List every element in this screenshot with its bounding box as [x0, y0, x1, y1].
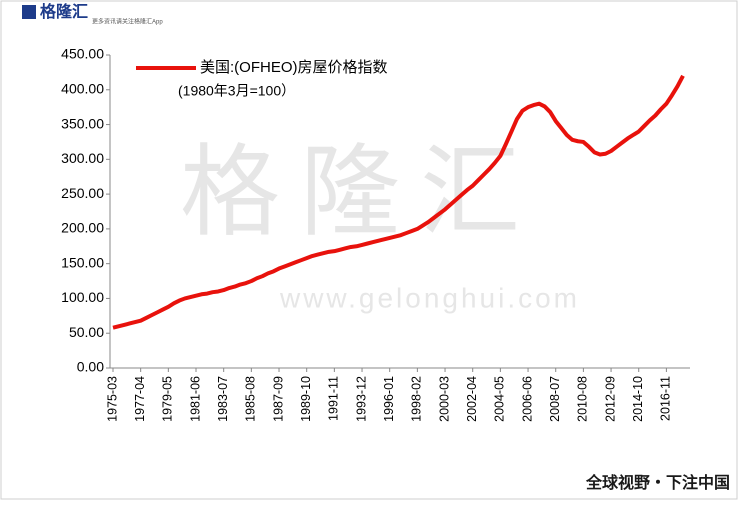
annotation: (1980年3月=100） — [178, 83, 295, 99]
series-line — [112, 74, 685, 330]
x-tick-label: 1989-10 — [299, 376, 313, 422]
x-tick-label: 2008-07 — [548, 376, 562, 422]
logo-icon — [22, 5, 36, 19]
x-tick-label: 1975-03 — [105, 376, 119, 422]
x-tick-label: 2010-08 — [576, 376, 590, 422]
x-tick-label: 2016-11 — [659, 376, 673, 421]
x-tick-label: 2000-03 — [437, 376, 451, 422]
logo-sub: 更多资讯请关注格隆汇App — [92, 18, 163, 26]
y-tick-label: 400.00 — [61, 80, 104, 96]
y-tick-label: 350.00 — [61, 115, 104, 131]
x-tick-label: 2006-06 — [520, 376, 534, 422]
y-tick-label: 150.00 — [61, 254, 104, 270]
x-tick-label: 2004-05 — [493, 376, 507, 422]
x-tick-label: 1981-06 — [188, 376, 202, 422]
watermark-url: www.gelonghui.com — [279, 282, 580, 313]
x-tick-label: 2012-09 — [603, 376, 617, 422]
x-tick-label: 1998-02 — [410, 376, 424, 422]
footer: 全球视野・下注中国 — [585, 473, 730, 492]
watermark: 格隆汇 — [180, 136, 540, 248]
y-tick-label: 50.00 — [69, 324, 104, 340]
x-tick-label: 1993-12 — [354, 376, 368, 422]
x-tick-label: 1983-07 — [216, 376, 230, 422]
x-tick-label: 1979-05 — [161, 376, 175, 422]
x-tick-label: 1991-11 — [327, 376, 341, 421]
y-tick-label: 450.00 — [61, 46, 104, 62]
x-tick-label: 1996-01 — [382, 376, 396, 422]
y-tick-label: 200.00 — [61, 220, 104, 236]
logo: 格隆汇 — [40, 2, 88, 21]
x-tick-label: 2014-10 — [631, 376, 645, 422]
y-tick-label: 0.00 — [77, 359, 104, 375]
y-tick-label: 300.00 — [61, 150, 104, 166]
x-tick-label: 2002-04 — [465, 376, 479, 422]
x-tick-label: 1985-08 — [244, 376, 258, 422]
y-tick-label: 250.00 — [61, 185, 104, 201]
y-tick-label: 100.00 — [61, 289, 104, 305]
legend-label: 美国:(OFHEO)房屋价格指数 — [200, 59, 388, 76]
x-tick-label: 1987-09 — [271, 376, 285, 422]
x-tick-label: 1977-04 — [133, 376, 147, 422]
